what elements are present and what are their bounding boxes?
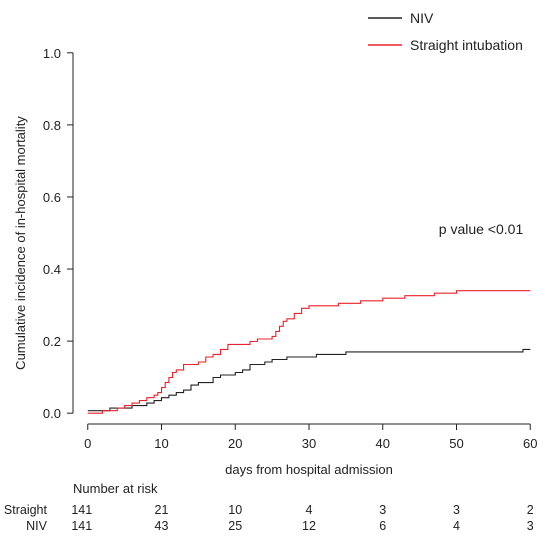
risk-cell: 141 xyxy=(71,503,92,517)
x-tick-label: 50 xyxy=(449,436,463,451)
x-tick-label: 10 xyxy=(154,436,168,451)
risk-cell: 3 xyxy=(527,519,534,533)
risk-row-label: Straight xyxy=(4,503,48,517)
series-line-niv xyxy=(87,348,531,412)
risk-cell: 43 xyxy=(155,519,169,533)
y-axis-label: Cumulative incidence of in-hospital mort… xyxy=(13,116,28,370)
y-tick-label: 0.6 xyxy=(43,190,61,205)
legend-label-niv: NIV xyxy=(410,10,434,26)
risk-cell: 12 xyxy=(302,519,316,533)
x-tick-label: 30 xyxy=(302,436,316,451)
y-tick-label: 0.0 xyxy=(43,406,61,421)
risk-cell: 141 xyxy=(71,519,92,533)
risk-cell: 4 xyxy=(306,503,313,517)
legend-label-straight-intubation: Straight intubation xyxy=(410,37,523,53)
legend: NIV Straight intubation xyxy=(368,10,523,53)
series-line-straight-intubation xyxy=(87,290,531,414)
risk-cell: 4 xyxy=(453,519,460,533)
x-tick-label: 0 xyxy=(84,436,91,451)
risk-cell: 25 xyxy=(228,519,242,533)
risk-cell: 3 xyxy=(453,503,460,517)
series-lines xyxy=(87,290,531,414)
chart-labels: Cumulative incidence of in-hospital mort… xyxy=(13,116,523,477)
risk-cell: 3 xyxy=(379,503,386,517)
x-tick-label: 60 xyxy=(523,436,537,451)
risk-table-title: Number at risk xyxy=(73,481,158,496)
y-tick-label: 0.4 xyxy=(43,262,61,277)
y-tick-label: 0.8 xyxy=(43,118,61,133)
y-tick-label: 1.0 xyxy=(43,46,61,61)
x-tick-label: 40 xyxy=(376,436,390,451)
x-tick-label: 20 xyxy=(228,436,242,451)
y-tick-label: 0.2 xyxy=(43,334,61,349)
risk-cell: 10 xyxy=(228,503,242,517)
risk-cell: 2 xyxy=(527,503,534,517)
p-value-annotation: p value <0.01 xyxy=(439,221,524,237)
risk-cell: 6 xyxy=(379,519,386,533)
risk-cell: 21 xyxy=(155,503,169,517)
axes: 0.0 0.2 0.4 0.6 0.8 1.0 0 10 20 30 40 50 60 xyxy=(43,46,538,451)
risk-row-label: NIV xyxy=(26,519,48,533)
x-axis-label: days from hospital admission xyxy=(225,462,393,477)
